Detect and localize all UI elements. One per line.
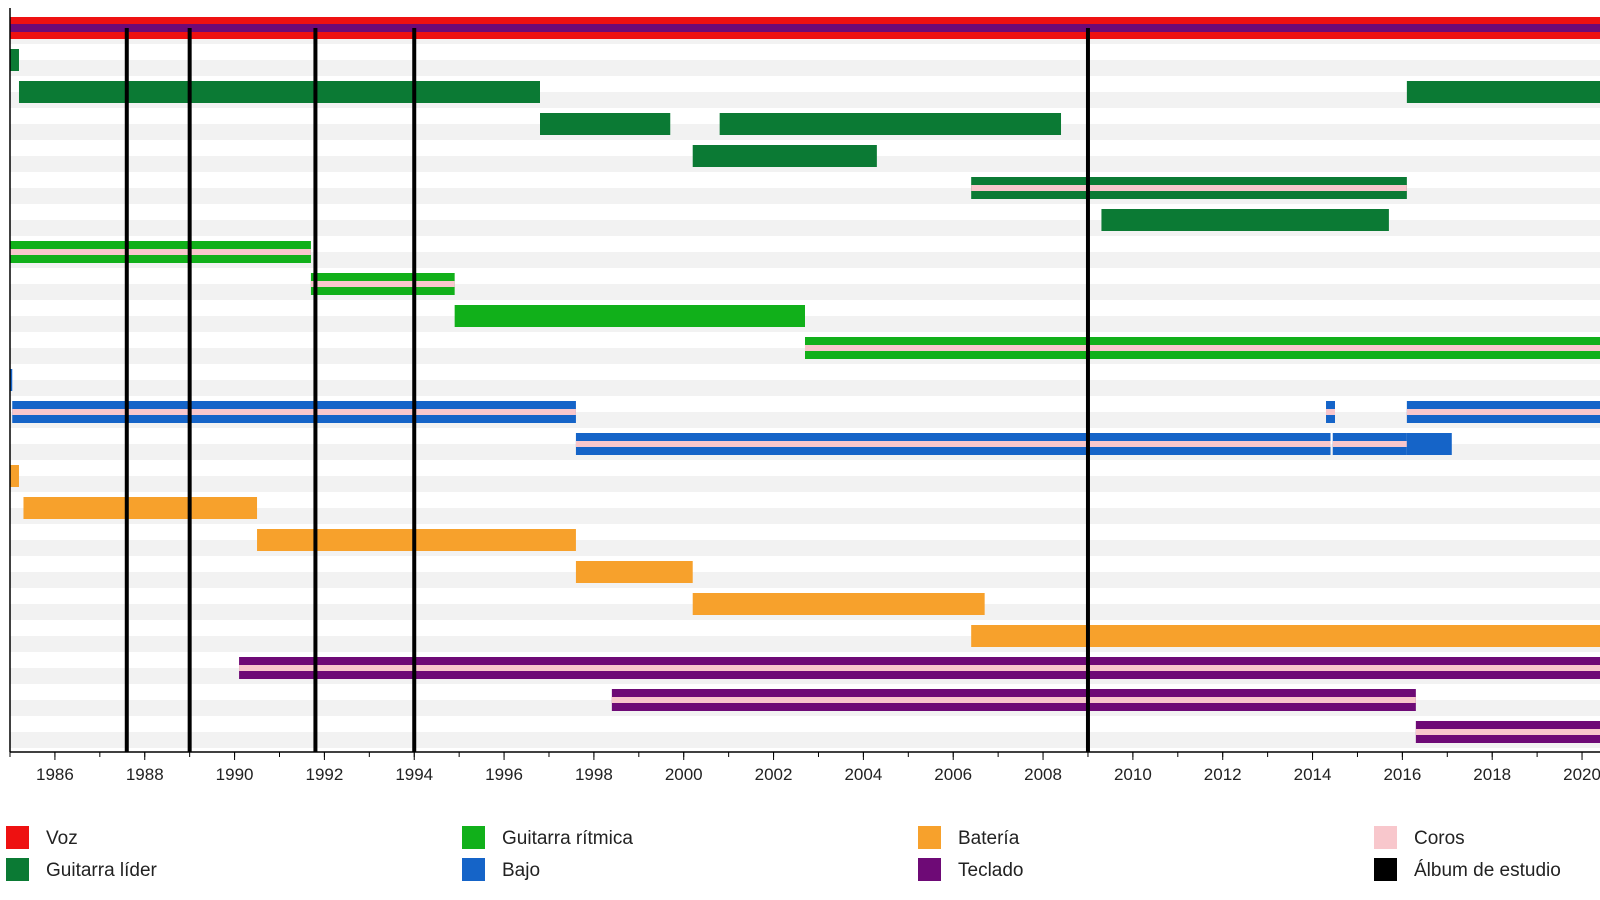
row-band — [10, 476, 1600, 492]
x-tick-label: 1992 — [305, 765, 343, 784]
legend-swatch — [462, 826, 485, 849]
bar-guitarra-ritmica — [454, 305, 805, 327]
bar-stripe-coros — [575, 441, 1331, 447]
legend: Voz Guitarra líder Guitarra rítmica Bajo Bat… — [6, 826, 1561, 881]
x-tick-label: 2016 — [1383, 765, 1421, 784]
legend-item-teclado: Teclado — [918, 858, 1024, 881]
bar-bajo — [10, 369, 13, 391]
bar-stripe-coros — [611, 697, 1416, 703]
bar-stripe-coros — [12, 409, 576, 415]
row-band — [10, 572, 1600, 588]
bar-bateria — [23, 497, 258, 519]
bar-stripe-coros — [239, 665, 1600, 671]
legend-label: Guitarra líder — [46, 860, 158, 881]
bar-stripe-coros — [805, 345, 1600, 351]
bar-guitarra-lider — [10, 49, 19, 71]
bar-stripe-coros — [971, 185, 1407, 191]
bar-stripe-coros — [1332, 441, 1407, 447]
x-tick-label: 1996 — [485, 765, 523, 784]
x-tick-label: 2014 — [1294, 765, 1332, 784]
legend-label: Voz — [46, 828, 78, 849]
x-tick-label: 1990 — [216, 765, 254, 784]
legend-item-bajo: Bajo — [462, 858, 540, 881]
legend-swatch — [1374, 826, 1397, 849]
bar-stripe-coros — [1326, 409, 1335, 415]
legend-item-guitarra-ritmica: Guitarra rítmica — [462, 826, 633, 849]
bar-bateria — [971, 625, 1600, 647]
x-tick-label: 2002 — [755, 765, 793, 784]
bar-guitarra-lider — [1406, 81, 1600, 103]
x-tick-label: 2018 — [1473, 765, 1511, 784]
legend-item-album: Álbum de estudio — [1374, 858, 1561, 881]
bar-guitarra-lider — [719, 113, 1062, 135]
row-band — [10, 732, 1600, 748]
x-tick-label: 1988 — [126, 765, 164, 784]
x-tick-label: 2020 — [1563, 765, 1600, 784]
bar-stripe-coros — [10, 249, 311, 255]
legend-swatch — [918, 826, 941, 849]
bar-bajo — [1406, 433, 1452, 455]
legend-label: Guitarra rítmica — [502, 828, 633, 849]
bar-guitarra-lider — [540, 113, 671, 135]
row-band — [10, 508, 1600, 524]
bar-stripe-teclado — [10, 24, 1600, 32]
x-tick-label: 2004 — [844, 765, 882, 784]
legend-item-coros: Coros — [1374, 826, 1465, 849]
bar-guitarra-lider — [692, 145, 877, 167]
bar-stripe-coros — [1406, 409, 1600, 415]
x-tick-label: 1998 — [575, 765, 613, 784]
x-tick-label: 2000 — [665, 765, 703, 784]
row-band — [10, 60, 1600, 76]
legend-item-bateria: Batería — [918, 826, 1020, 849]
bar-guitarra-lider — [1101, 209, 1389, 231]
bar-bateria — [10, 465, 19, 487]
legend-swatch — [6, 858, 29, 881]
legend-item-guitarra-lider: Guitarra líder — [6, 858, 158, 881]
row-band — [10, 252, 1600, 268]
bar-stripe-coros — [1415, 729, 1600, 735]
legend-swatch — [1374, 858, 1397, 881]
x-tick-label: 1986 — [36, 765, 74, 784]
legend-label: Coros — [1414, 828, 1465, 849]
row-band — [10, 380, 1600, 396]
x-tick-label: 1994 — [395, 765, 433, 784]
row-band — [10, 540, 1600, 556]
legend-label: Teclado — [958, 860, 1024, 881]
legend-swatch — [918, 858, 941, 881]
bar-guitarra-lider — [18, 81, 541, 103]
bar-bateria — [257, 529, 576, 551]
row-band — [10, 284, 1600, 300]
legend-item-voz: Voz — [6, 826, 78, 849]
legend-label: Batería — [958, 828, 1020, 849]
legend-label: Bajo — [502, 860, 540, 881]
studio-album-lines — [124, 28, 1090, 752]
bar-stripe-coros — [310, 281, 455, 287]
x-tick-label: 2012 — [1204, 765, 1242, 784]
bar-bateria — [692, 593, 985, 615]
legend-label: Álbum de estudio — [1414, 860, 1561, 881]
bar-bateria — [575, 561, 693, 583]
x-axis: 1986 1988 1990 1992 1994 1996 1998 2000 2002 2004… — [9, 8, 1600, 784]
x-tick-label: 2010 — [1114, 765, 1152, 784]
legend-swatch — [6, 826, 29, 849]
legend-swatch — [462, 858, 485, 881]
member-bars — [10, 17, 1600, 743]
x-tick-label: 2006 — [934, 765, 972, 784]
x-tick-label: 2008 — [1024, 765, 1062, 784]
